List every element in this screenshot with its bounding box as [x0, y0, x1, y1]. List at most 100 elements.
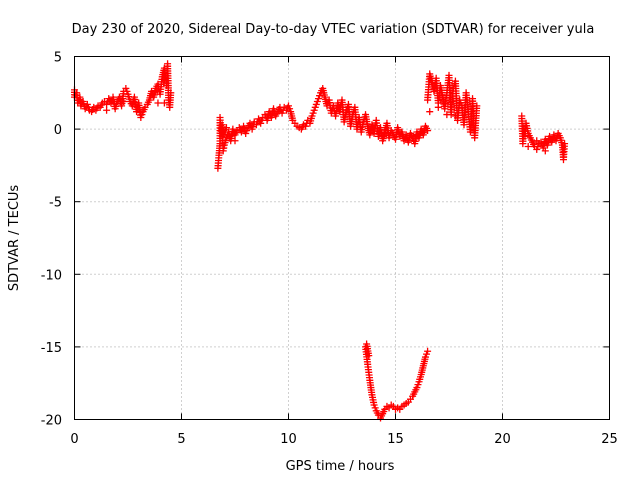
data-point [527, 136, 535, 144]
data-point [342, 109, 350, 117]
series-seg4 [362, 340, 432, 422]
data-point [288, 114, 296, 122]
data-point [412, 386, 420, 394]
y-tick-label: -5 [49, 196, 62, 211]
data-point [119, 90, 127, 98]
data-point [322, 100, 330, 108]
data-point [541, 137, 549, 145]
data-point [220, 144, 228, 152]
data-point [534, 143, 542, 151]
data-point [365, 374, 373, 382]
data-point [414, 381, 422, 389]
data-point [273, 110, 281, 118]
data-point [524, 127, 532, 135]
y-tick-label: -15 [41, 341, 62, 356]
data-point [151, 87, 159, 95]
data-point [423, 124, 431, 132]
data-point [231, 137, 239, 145]
data-point [303, 119, 311, 127]
data-point [138, 111, 146, 119]
x-tick-label: 0 [70, 432, 78, 447]
data-point [545, 135, 553, 143]
data-point [558, 139, 566, 147]
data-point [555, 132, 563, 140]
data-point [423, 350, 431, 358]
data-point [363, 120, 371, 128]
series-seg5 [518, 112, 569, 164]
data-point [473, 104, 481, 112]
data-point [258, 116, 266, 124]
data-point [298, 123, 306, 131]
data-point [421, 355, 429, 363]
data-point [84, 103, 92, 111]
y-tick-label: 0 [54, 123, 62, 138]
data-point [419, 364, 427, 372]
x-tick-label: 10 [280, 432, 297, 447]
data-point [530, 140, 538, 148]
data-point [311, 103, 319, 111]
data-point [560, 142, 568, 150]
data-point [286, 105, 294, 113]
y-tick-label: 5 [54, 51, 62, 66]
data-point [363, 358, 371, 366]
data-point [434, 103, 442, 111]
data-point [147, 90, 155, 98]
x-tick-label: 25 [601, 432, 618, 447]
data-point [309, 109, 317, 117]
y-tick-label: -10 [41, 268, 62, 283]
data-point [93, 104, 101, 112]
data-point [380, 130, 388, 138]
data-point [243, 127, 251, 135]
data-point [380, 408, 388, 416]
data-point [103, 106, 111, 114]
data-point [313, 98, 321, 106]
data-point [140, 105, 148, 113]
x-axis-label: GPS time / hours [286, 459, 395, 474]
data-point [144, 98, 152, 106]
y-axis-label: SDTVAR / TECUs [7, 185, 22, 292]
data-point [250, 120, 258, 128]
series-seg1 [71, 60, 175, 121]
data-point [533, 137, 541, 145]
x-tick-label: 15 [387, 432, 404, 447]
data-point [307, 114, 315, 122]
data-point [279, 106, 287, 114]
data-point [426, 108, 434, 116]
grid-lines [74, 56, 610, 420]
data-point [320, 91, 328, 99]
data-point [265, 110, 273, 118]
data-point [370, 398, 378, 406]
data-point [408, 132, 416, 140]
data-points [71, 60, 569, 422]
data-point [123, 87, 131, 95]
data-point [221, 126, 229, 134]
data-point [410, 390, 418, 398]
data-point [167, 91, 175, 99]
data-point [222, 136, 230, 144]
data-point [371, 404, 379, 412]
data-point [158, 75, 166, 83]
x-tick-label: 20 [494, 432, 511, 447]
data-point [89, 105, 97, 113]
data-point [232, 129, 240, 137]
data-point [316, 92, 324, 100]
plot-frame [74, 56, 610, 420]
data-point [525, 132, 533, 140]
data-point [443, 111, 451, 119]
chart-title: Day 230 of 2020, Sidereal Day-to-day VTE… [72, 22, 595, 37]
data-point [541, 147, 549, 155]
series-seg3 [424, 70, 481, 142]
data-point [400, 135, 408, 143]
data-point [373, 409, 381, 417]
data-point [154, 99, 162, 107]
data-point [97, 101, 105, 109]
data-point [75, 96, 83, 104]
data-point [364, 349, 372, 357]
x-tick-label: 5 [177, 432, 185, 447]
data-point [417, 127, 425, 135]
data-point [378, 412, 386, 420]
data-point [416, 373, 424, 381]
series-seg2 [214, 84, 432, 172]
data-point [368, 388, 376, 396]
